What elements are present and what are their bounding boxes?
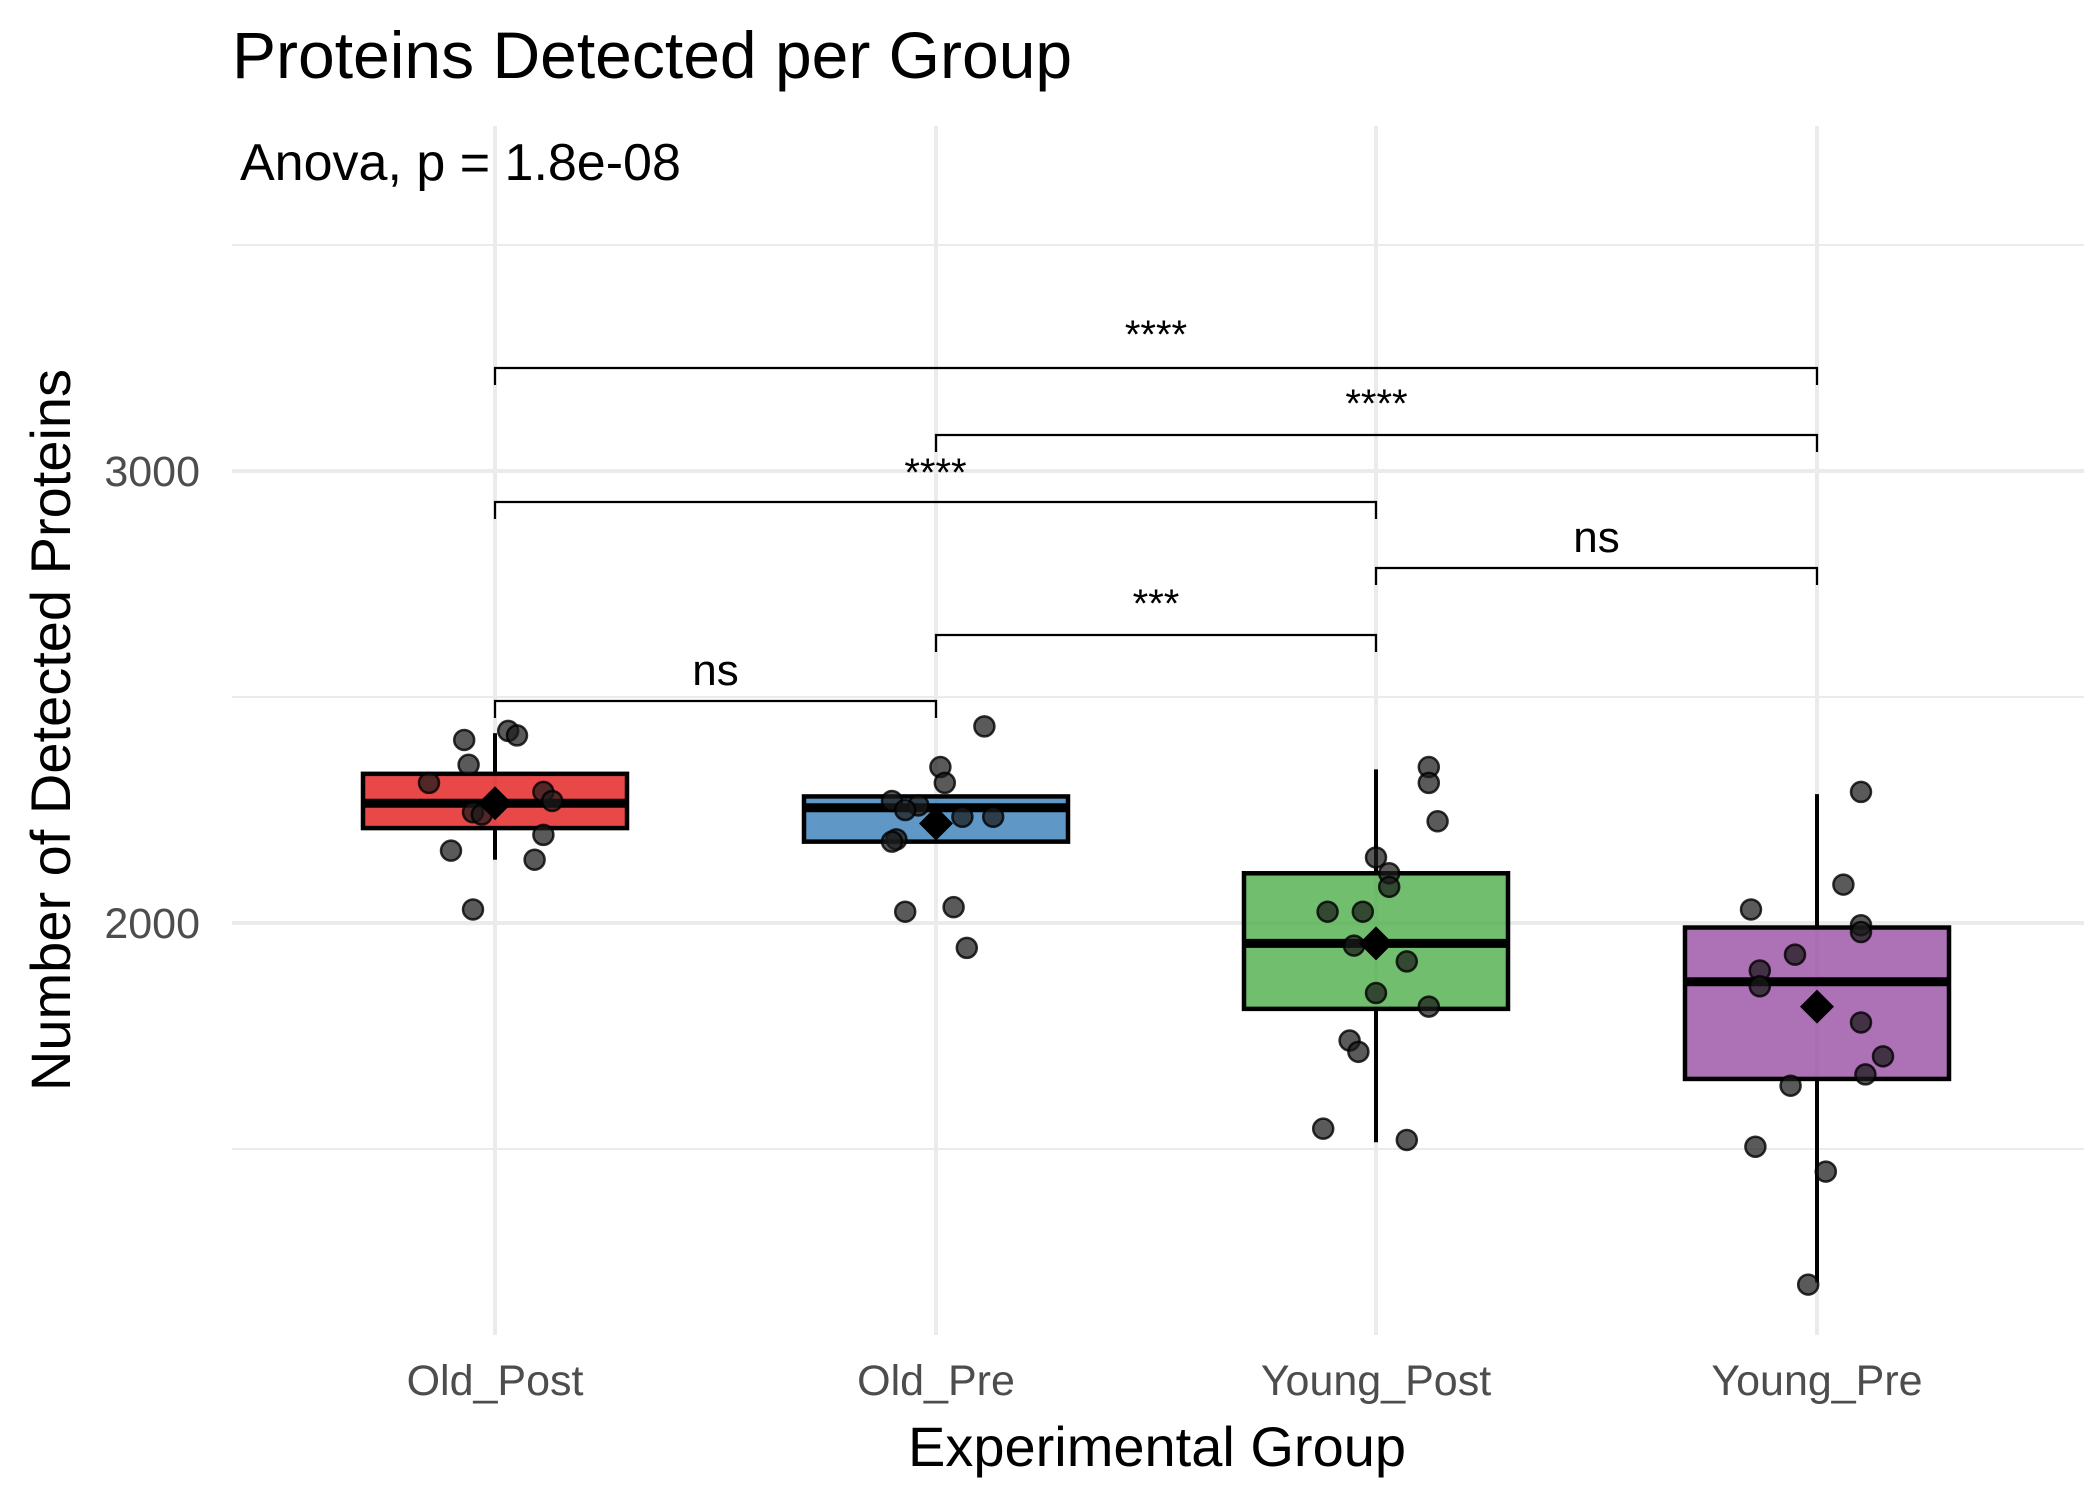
data-point — [973, 715, 996, 738]
data-point — [981, 805, 1005, 829]
data-point — [1849, 780, 1873, 804]
bracket-line — [493, 699, 938, 718]
data-point — [452, 728, 476, 752]
data-point — [540, 789, 564, 813]
data-point — [1395, 950, 1419, 973]
mean-diamond — [919, 806, 953, 841]
significance-brackets: ns *** ns **** **** **** — [493, 313, 1819, 718]
data-point — [461, 898, 485, 921]
mean-diamond — [1359, 926, 1393, 961]
data-point — [1395, 1128, 1419, 1152]
x-tick-label: Old_Post — [407, 1357, 584, 1405]
bracket-line — [493, 366, 1819, 385]
bracket-line — [934, 633, 1378, 652]
data-point — [933, 771, 957, 795]
y-tick-label: 3000 — [104, 448, 200, 496]
x-tick-label: Old_Pre — [857, 1357, 1015, 1405]
bracket-line — [934, 433, 1819, 452]
data-point — [1783, 943, 1807, 966]
data-point — [1854, 1063, 1877, 1086]
anova-annotation: Anova, p = 1.8e-08 — [240, 134, 681, 192]
bracket-line — [493, 500, 1378, 519]
x-tick-label: Young_Post — [1261, 1357, 1491, 1405]
bracket-line — [1374, 566, 1819, 585]
significance-label: **** — [1125, 313, 1187, 357]
data-point — [1417, 995, 1441, 1018]
significance-label: *** — [1133, 582, 1180, 626]
data-point — [1748, 975, 1772, 998]
data-point — [942, 895, 965, 919]
data-point — [1316, 900, 1339, 923]
data-point — [1311, 1117, 1335, 1140]
data-point — [1832, 873, 1855, 896]
data-point — [893, 798, 917, 822]
data-point — [1849, 1011, 1873, 1034]
y-tick-label: 2000 — [104, 900, 200, 948]
data-point — [1849, 920, 1873, 944]
mean-layer — [478, 786, 1834, 1024]
data-point — [1744, 1135, 1767, 1158]
data-point — [1377, 875, 1401, 899]
data-point — [1871, 1045, 1895, 1068]
data-point — [1347, 1040, 1370, 1064]
chart-title: Proteins Detected per Group — [232, 18, 1072, 92]
significance-bracket: *** — [934, 582, 1378, 652]
significance-bracket: ns — [1374, 513, 1819, 585]
mean-diamond — [1800, 989, 1834, 1024]
x-tick-label: Young_Pre — [1711, 1357, 1922, 1405]
data-point — [893, 900, 917, 923]
data-point — [1351, 900, 1375, 923]
data-point — [1796, 1273, 1820, 1296]
data-point — [1364, 981, 1388, 1005]
significance-bracket: ns — [493, 646, 938, 718]
data-point — [1426, 810, 1449, 833]
data-point — [439, 839, 463, 862]
data-point — [1364, 846, 1388, 869]
significance-bracket: **** — [493, 451, 1378, 519]
significance-label: **** — [1345, 382, 1407, 426]
point-layer — [417, 715, 1895, 1296]
box-layer — [360, 733, 1952, 1283]
significance-bracket: **** — [493, 313, 1819, 385]
box-group — [1682, 794, 1952, 1283]
grid-layer — [232, 126, 2084, 1335]
data-point — [1739, 898, 1763, 921]
significance-label: ns — [1573, 513, 1619, 562]
x-axis-title: Experimental Group — [908, 1415, 1406, 1478]
data-point — [1342, 934, 1366, 957]
data-point — [1417, 771, 1441, 795]
significance-label: ns — [692, 646, 738, 695]
data-point — [955, 936, 979, 960]
data-point — [880, 830, 904, 853]
axis-layer: 2000 3000 Old_Post Old_Pre Young_Post Young_P… — [104, 448, 1922, 1405]
data-point — [1814, 1160, 1838, 1183]
data-point — [523, 848, 546, 871]
data-point — [1779, 1074, 1802, 1097]
data-point — [532, 823, 555, 847]
mean-diamond — [478, 786, 512, 821]
significance-bracket: **** — [934, 382, 1819, 452]
data-point — [417, 771, 441, 795]
y-axis-title: Number of Detected Proteins — [19, 369, 82, 1091]
data-point — [505, 724, 529, 747]
significance-label: **** — [904, 451, 966, 495]
data-point — [951, 805, 974, 829]
data-point — [457, 753, 480, 777]
